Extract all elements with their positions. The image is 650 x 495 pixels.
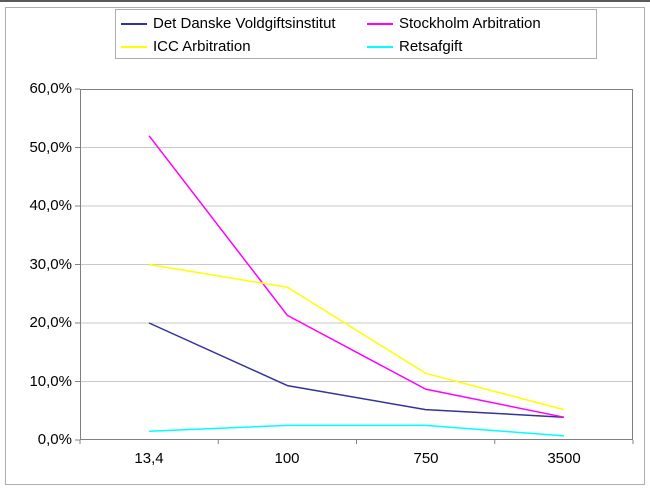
y-axis-tick-label: 60,0% xyxy=(29,80,72,97)
legend-item-det-danske-voldgiftsinstitut: Det Danske Voldgiftsinstitut xyxy=(121,15,367,32)
legend-label: ICC Arbitration xyxy=(153,38,251,55)
plot-frame xyxy=(80,89,633,440)
legend-label: Stockholm Arbitration xyxy=(399,15,541,32)
series-line-icc-arbitration xyxy=(148,263,565,411)
chart-outer-frame xyxy=(5,7,645,485)
legend-item-stockholm-arbitration: Stockholm Arbitration xyxy=(367,15,596,32)
x-axis-category-label: 100 xyxy=(274,450,300,467)
series-line-stockholm-arbitration xyxy=(148,135,565,418)
y-axis-tick-label: 20,0% xyxy=(29,314,72,331)
legend-label: Det Danske Voldgiftsinstitut xyxy=(153,15,336,32)
series-line-retsafgift xyxy=(149,424,564,437)
legend-line-marker-icon xyxy=(367,22,393,25)
chart-legend: Det Danske Voldgiftsinstitut Stockholm A… xyxy=(115,9,597,59)
plot-area xyxy=(75,88,634,444)
x-axis-category-label: 750 xyxy=(413,450,439,467)
legend-item-icc-arbitration: ICC Arbitration xyxy=(121,38,367,55)
x-axis-category-label: 3500 xyxy=(547,450,581,467)
y-axis-tick-label: 10,0% xyxy=(29,373,72,390)
legend-line-marker-icon xyxy=(367,45,393,48)
series-line-det-danske-voldgiftsinstitut xyxy=(148,322,564,418)
y-axis-tick-label: 40,0% xyxy=(29,197,72,214)
screenshot-top-edge xyxy=(0,0,650,2)
x-axis-category-label: 13,4 xyxy=(134,450,164,467)
y-axis-tick-label: 0,0% xyxy=(37,431,72,448)
legend-label: Retsafgift xyxy=(399,38,463,55)
legend-line-marker-icon xyxy=(121,45,147,48)
legend-item-retsafgift: Retsafgift xyxy=(367,38,596,55)
y-axis-tick-label: 30,0% xyxy=(29,256,72,273)
y-axis-tick-label: 50,0% xyxy=(29,139,72,156)
legend-line-marker-icon xyxy=(121,22,147,25)
